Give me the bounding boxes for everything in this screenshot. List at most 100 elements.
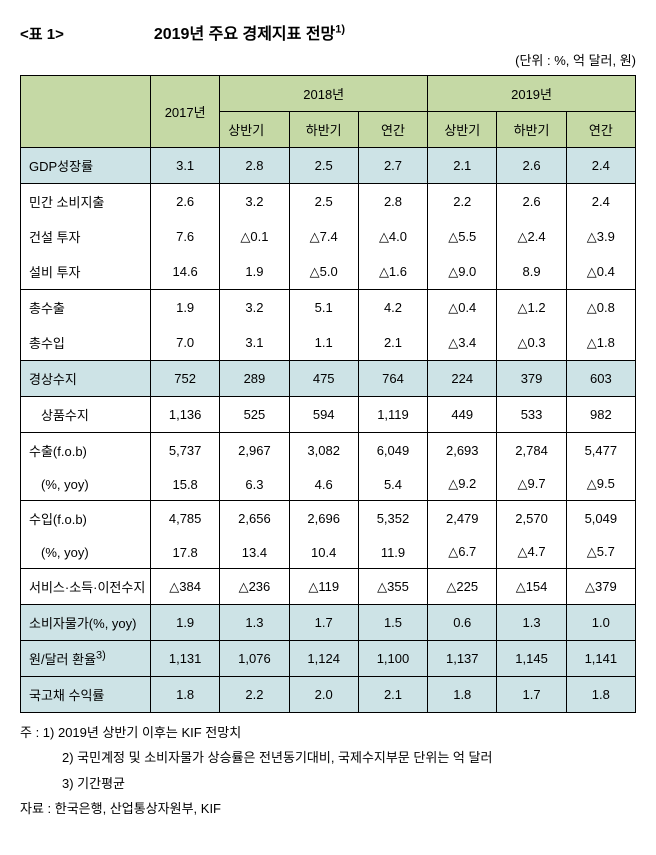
col-2017: 2017년 <box>151 76 220 148</box>
cell-value: △5.5 <box>428 219 497 254</box>
cell-value: 0.6 <box>428 605 497 641</box>
table-row: 소비자물가(%, yoy)1.91.31.71.50.61.31.0 <box>21 605 636 641</box>
cell-value: △355 <box>358 569 427 605</box>
row-label-sup: 3) <box>96 650 106 662</box>
cell-value: 2.6 <box>497 148 566 184</box>
cell-value: △0.1 <box>220 219 289 254</box>
cell-value: 1.8 <box>151 677 220 713</box>
cell-value: 3.1 <box>220 325 289 361</box>
cell-value: △119 <box>289 569 358 605</box>
cell-value: 2.2 <box>428 184 497 220</box>
cell-value: △3.9 <box>566 219 635 254</box>
col-2018-h1: 상반기 <box>220 112 289 148</box>
cell-value: 4.6 <box>289 468 358 501</box>
cell-value: △6.7 <box>428 536 497 569</box>
cell-value: 4.2 <box>358 290 427 326</box>
cell-value: 2.5 <box>289 148 358 184</box>
table-row: (%, yoy)15.86.34.65.4△9.2△9.7△9.5 <box>21 468 636 501</box>
cell-value: 5.4 <box>358 468 427 501</box>
col-2019-h1: 상반기 <box>428 112 497 148</box>
cell-value: 1.8 <box>428 677 497 713</box>
row-label: 설비 투자 <box>21 254 151 290</box>
row-label: 상품수지 <box>21 397 151 433</box>
cell-value: △9.0 <box>428 254 497 290</box>
title-text: 2019년 주요 경제지표 전망 <box>154 26 335 43</box>
cell-value: △0.4 <box>428 290 497 326</box>
cell-value: △5.7 <box>566 536 635 569</box>
cell-value: 11.9 <box>358 536 427 569</box>
table-row: 건설 투자7.6△0.1△7.4△4.0△5.5△2.4△3.9 <box>21 219 636 254</box>
cell-value: 603 <box>566 361 635 397</box>
cell-value: 1.3 <box>497 605 566 641</box>
row-label: 건설 투자 <box>21 219 151 254</box>
row-label: (%, yoy) <box>21 536 151 569</box>
cell-value: 15.8 <box>151 468 220 501</box>
cell-value: 8.9 <box>497 254 566 290</box>
cell-value: 2,967 <box>220 433 289 469</box>
row-label: GDP성장률 <box>21 148 151 184</box>
cell-value: 475 <box>289 361 358 397</box>
cell-value: 2.5 <box>289 184 358 220</box>
source-line: 자료 : 한국은행, 산업통상자원부, KIF <box>20 797 636 820</box>
table-row: 경상수지752289475764224379603 <box>21 361 636 397</box>
economic-table: 2017년 2018년 2019년 상반기 하반기 연간 상반기 하반기 연간 … <box>20 75 636 713</box>
cell-value: 752 <box>151 361 220 397</box>
cell-value: 1.7 <box>497 677 566 713</box>
header-row: <표 1> 2019년 주요 경제지표 전망1) <box>20 20 636 44</box>
cell-value: 1.7 <box>289 605 358 641</box>
row-label: 수입(f.o.b) <box>21 501 151 537</box>
cell-value: 379 <box>497 361 566 397</box>
note-prefix: 주 : <box>20 725 43 740</box>
cell-value: 3.1 <box>151 148 220 184</box>
source-prefix: 자료 : <box>20 801 55 816</box>
cell-value: 2.1 <box>428 148 497 184</box>
cell-value: 2.4 <box>566 184 635 220</box>
cell-value: 2.1 <box>358 325 427 361</box>
cell-value: 289 <box>220 361 289 397</box>
cell-value: 3.2 <box>220 184 289 220</box>
cell-value: 1.8 <box>566 677 635 713</box>
cell-value: △9.7 <box>497 468 566 501</box>
cell-value: 3,082 <box>289 433 358 469</box>
note-2: 2) 국민계정 및 소비자물가 상승률은 전년동기대비, 국제수지부문 단위는 … <box>20 746 636 769</box>
cell-value: 2,570 <box>497 501 566 537</box>
cell-value: 1,076 <box>220 641 289 677</box>
note-3: 3) 기간평균 <box>20 772 636 795</box>
table-row: GDP성장률3.12.82.52.72.12.62.4 <box>21 148 636 184</box>
cell-value: 2,696 <box>289 501 358 537</box>
cell-value: △9.2 <box>428 468 497 501</box>
cell-value: 1,131 <box>151 641 220 677</box>
cell-value: 1,141 <box>566 641 635 677</box>
cell-value: 594 <box>289 397 358 433</box>
cell-value: △154 <box>497 569 566 605</box>
row-label: 원/달러 환율3) <box>21 641 151 677</box>
col-2018: 2018년 <box>220 76 428 112</box>
cell-value: 2.8 <box>358 184 427 220</box>
col-indicator <box>21 76 151 148</box>
table-row: 민간 소비지출2.63.22.52.82.22.62.4 <box>21 184 636 220</box>
cell-value: 2.2 <box>220 677 289 713</box>
row-label: 민간 소비지출 <box>21 184 151 220</box>
unit-label: (단위 : %, 억 달러, 원) <box>20 50 636 69</box>
cell-value: 13.4 <box>220 536 289 569</box>
col-2018-annual: 연간 <box>358 112 427 148</box>
table-row: 설비 투자14.61.9△5.0△1.6△9.08.9△0.4 <box>21 254 636 290</box>
cell-value: 1,100 <box>358 641 427 677</box>
cell-value: 1.9 <box>151 290 220 326</box>
note-text-1: 1) 2019년 상반기 이후는 KIF 전망치 <box>43 725 241 740</box>
cell-value: 6,049 <box>358 433 427 469</box>
title-sup: 1) <box>335 24 345 36</box>
cell-value: 10.4 <box>289 536 358 569</box>
table-body: GDP성장률3.12.82.52.72.12.62.4민간 소비지출2.63.2… <box>21 148 636 713</box>
header-row-1: 2017년 2018년 2019년 <box>21 76 636 112</box>
cell-value: 2,784 <box>497 433 566 469</box>
cell-value: 764 <box>358 361 427 397</box>
cell-value: 2.6 <box>151 184 220 220</box>
notes-section: 주 : 1) 2019년 상반기 이후는 KIF 전망치 2) 국민계정 및 소… <box>20 721 636 821</box>
cell-value: 2,693 <box>428 433 497 469</box>
row-label: 경상수지 <box>21 361 151 397</box>
cell-value: △3.4 <box>428 325 497 361</box>
cell-value: 7.0 <box>151 325 220 361</box>
table-row: 상품수지1,1365255941,119449533982 <box>21 397 636 433</box>
cell-value: △236 <box>220 569 289 605</box>
